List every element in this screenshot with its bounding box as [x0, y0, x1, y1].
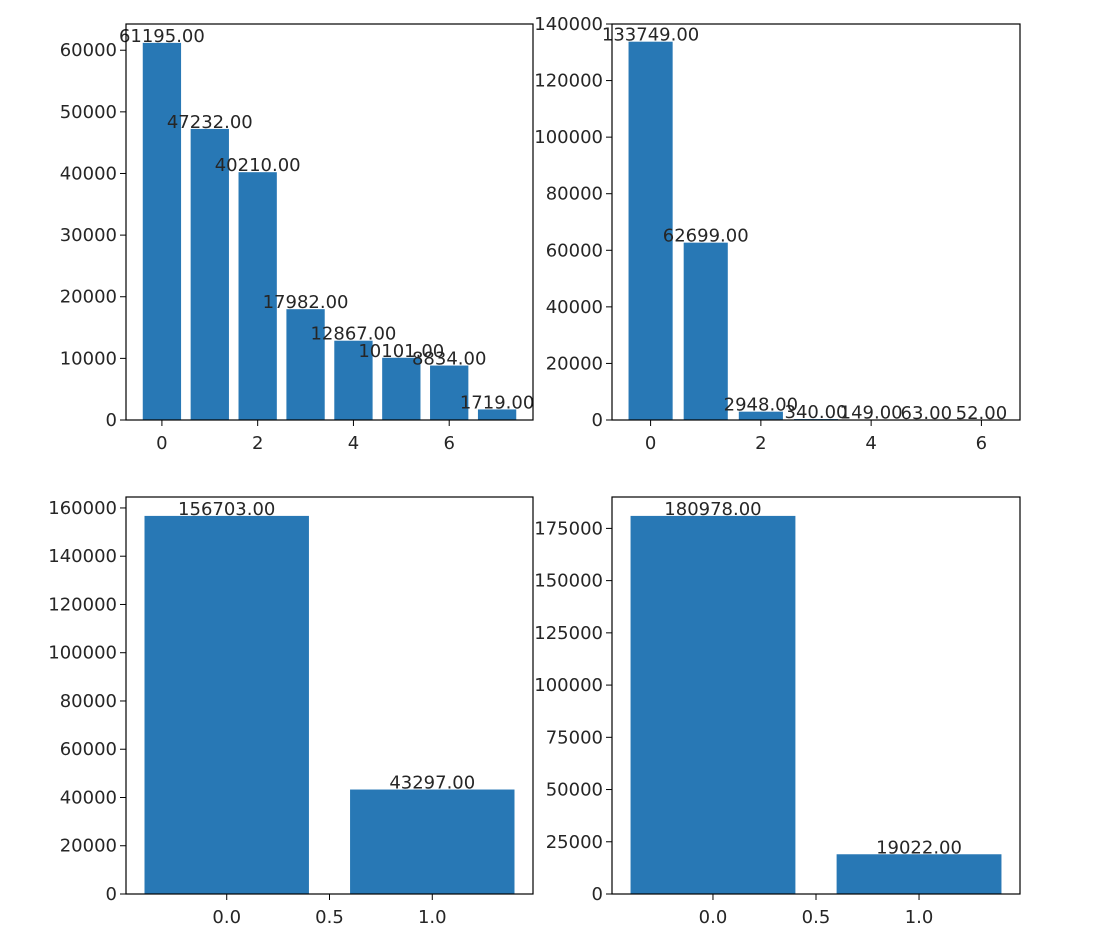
chart3-x-tick-label-0: 0.0	[212, 907, 241, 928]
chart1-x-tick-label-0: 0	[156, 433, 167, 454]
chart3-y-tick-label-0: 0	[106, 884, 117, 905]
chart2-y-tick-label-7: 140000	[534, 14, 603, 35]
chart1-y-tick-label-1: 10000	[60, 348, 117, 369]
chart1-bar-3	[286, 309, 325, 420]
chart2-data-label-2: 2948.00	[724, 395, 798, 416]
chart2-top-right: 133749.00 62699.00 2948.00340.00149.0063.0…	[534, 14, 1021, 454]
chart4-data-label-1: 19022.00	[876, 837, 962, 858]
chart2-bar-1	[683, 242, 728, 420]
chart2-data-label-4: 149.00	[840, 403, 903, 424]
chart3-x-tick-label-1: 0.5	[315, 907, 344, 928]
chart4-x-tick-label-0: 0.0	[699, 907, 728, 928]
chart3-y-tick-label-5: 100000	[48, 643, 117, 664]
chart1-bar-6	[430, 365, 469, 420]
chart1-axes-frame	[125, 23, 534, 421]
chart1-bar-5	[382, 357, 421, 420]
chart3-y-tick-label-3: 60000	[60, 739, 117, 760]
chart3-y-tick-label-1: 20000	[60, 836, 117, 857]
chart2-data-label-3: 340.00	[785, 402, 848, 423]
chart3-bar-1	[350, 789, 515, 894]
chart4-y-tick-label-4: 100000	[534, 675, 603, 696]
chart1-y-tick-label-4: 40000	[60, 163, 117, 184]
chart4-y-tick-label-5: 125000	[534, 623, 603, 644]
chart1-top-left: 61195.00 47232.00 40210.00 17982.00 12867.00…	[60, 23, 534, 454]
chart3-y-tick-label-2: 40000	[60, 787, 117, 808]
chart2-y-tick-label-4: 80000	[546, 184, 603, 205]
chart1-y-tick-label-0: 0	[106, 410, 117, 431]
chart4-x-tick-label-1: 0.5	[802, 907, 831, 928]
chart2-x-tick-label-2: 4	[865, 433, 876, 454]
chart4-bottom-right: 180978.00 19022.00 0.0 0.5 1.0 0 25000 50000 750…	[534, 496, 1021, 928]
chart2-y-tick-label-0: 0	[592, 410, 603, 431]
chart4-y-tick-label-0: 0	[592, 884, 603, 905]
chart1-x-tick-label-3: 6	[443, 433, 454, 454]
chart2-y-tick-label-5: 100000	[534, 127, 603, 148]
chart2-data-label-6: 52.00	[956, 403, 1008, 424]
chart1-data-label-4: 12867.00	[310, 324, 396, 345]
chart1-y-tick-label-3: 30000	[60, 225, 117, 246]
chart3-y-tick-label-8: 160000	[48, 498, 117, 519]
chart1-bar-7	[477, 409, 517, 420]
chart1-x-tick-label-2: 4	[348, 433, 359, 454]
chart4-y-tick-label-6: 150000	[534, 571, 603, 592]
chart1-bar-1	[190, 128, 229, 420]
chart2-y-tick-label-6: 120000	[534, 71, 603, 92]
chart2-y-tick-label-3: 60000	[546, 240, 603, 261]
chart2-bar-2	[738, 411, 783, 420]
chart3-y-tick-label-7: 140000	[48, 546, 117, 567]
chart2-x-tick-label-0: 0	[645, 433, 656, 454]
chart2-axes-frame	[611, 23, 1021, 421]
chart2-bar-0	[628, 41, 673, 421]
chart1-data-label-7: 1719.00	[460, 392, 534, 413]
chart1-y-tick-label-5: 50000	[60, 102, 117, 123]
chart4-y-tick-label-7: 175000	[534, 518, 603, 539]
chart4-y-tick-label-3: 75000	[546, 727, 603, 748]
chart3-x-tick-label-2: 1.0	[418, 907, 447, 928]
chart3-data-label-1: 43297.00	[389, 773, 475, 794]
chart1-data-label-5: 10101.00	[358, 341, 444, 362]
chart1-data-label-1: 47232.00	[167, 112, 253, 133]
chart3-y-tick-label-4: 80000	[60, 691, 117, 712]
chart2-x-tick-label-1: 2	[755, 433, 766, 454]
chart4-x-tick-label-2: 1.0	[905, 907, 934, 928]
chart1-data-label-3: 17982.00	[263, 292, 349, 313]
chart2-data-label-1: 62699.00	[663, 226, 749, 247]
chart4-data-label-0: 180978.00	[664, 499, 761, 520]
chart2-data-label-0: 133749.00	[602, 25, 699, 46]
chart1-bar-2	[238, 172, 277, 420]
chart4-bar-0	[630, 515, 796, 894]
chart1-bar-0	[142, 42, 182, 421]
chart2-data-label-5: 63.00	[901, 403, 953, 424]
chart3-bottom-left: 156703.00 43297.00 0.0 0.5 1.0 0 20000 40000 600…	[48, 496, 534, 928]
chart3-y-tick-label-6: 120000	[48, 594, 117, 615]
chart1-bar-4	[334, 340, 373, 420]
chart1-data-label-6: 8834.00	[412, 349, 486, 370]
chart4-bar-1	[836, 854, 1002, 894]
chart1-data-label-2: 40210.00	[215, 155, 301, 176]
subplots-container: 61195.00 47232.00 40210.00 17982.00 12867.00…	[48, 14, 1021, 928]
chart1-y-tick-label-6: 60000	[60, 40, 117, 61]
chart1-x-tick-label-1: 2	[252, 433, 263, 454]
chart3-bar-0	[144, 515, 309, 894]
chart4-y-tick-label-1: 25000	[546, 832, 603, 853]
chart1-data-label-0: 61195.00	[119, 26, 205, 47]
chart2-x-tick-label-3: 6	[976, 433, 987, 454]
chart4-y-tick-label-2: 50000	[546, 780, 603, 801]
chart2-y-tick-label-1: 20000	[546, 353, 603, 374]
chart3-data-label-0: 156703.00	[178, 499, 275, 520]
chart2-y-tick-label-2: 40000	[546, 297, 603, 318]
chart1-y-tick-label-2: 20000	[60, 287, 117, 308]
